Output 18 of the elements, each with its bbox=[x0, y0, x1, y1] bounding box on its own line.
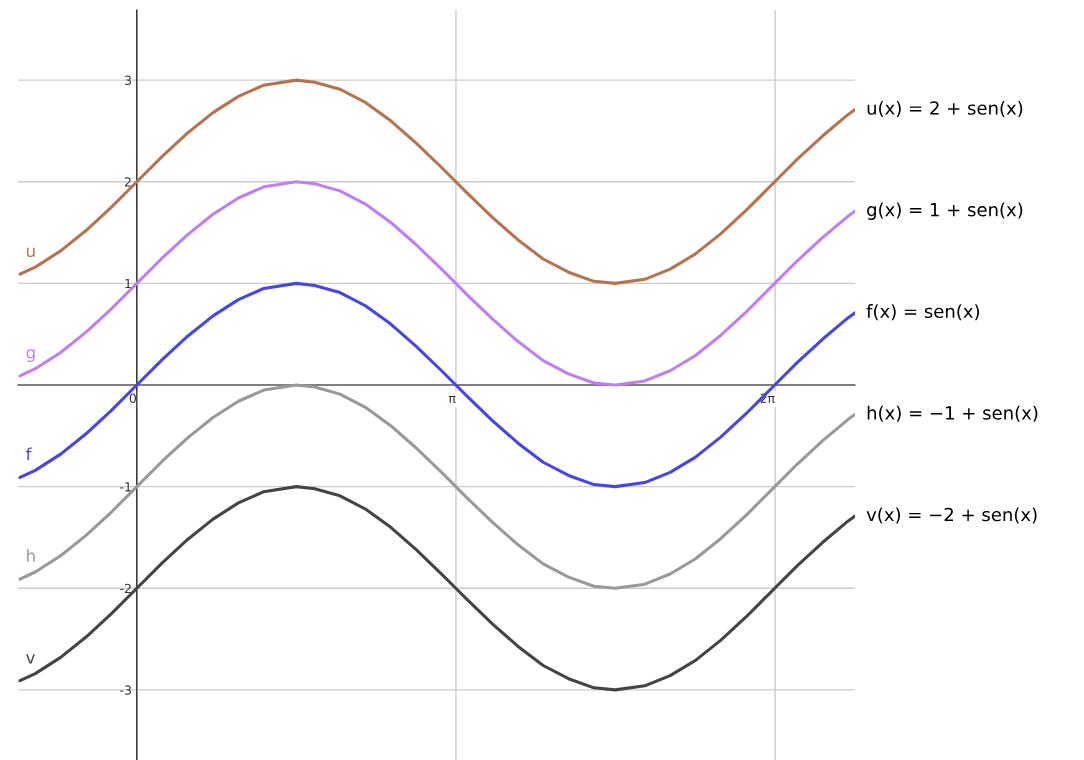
y-tick-label: -2 bbox=[120, 583, 131, 593]
series-label: u bbox=[27, 247, 35, 258]
series-label: g bbox=[26, 349, 35, 362]
text: h(x) = −1 + sen(x) bbox=[867, 405, 1038, 422]
series-label: h bbox=[27, 549, 35, 562]
text: f(x) = sen(x) bbox=[866, 304, 980, 321]
text: v(x) = −2 + sen(x) bbox=[866, 507, 1037, 524]
y-tick-label: 2 bbox=[124, 177, 131, 187]
x-tick-label: 0 bbox=[129, 393, 137, 404]
y-tick-label: -1 bbox=[120, 482, 131, 492]
text: g(x) = 1 + sen(x) bbox=[867, 202, 1023, 220]
y-tick-label: 1 bbox=[125, 279, 131, 289]
x-tick-label: π bbox=[448, 396, 456, 404]
y-tick-label: 3 bbox=[124, 75, 131, 86]
y-tick-label: -3 bbox=[120, 685, 131, 695]
series-label: f bbox=[25, 447, 32, 461]
series-label: v bbox=[26, 654, 35, 664]
text: u(x) = 2 + sen(x) bbox=[867, 100, 1023, 117]
